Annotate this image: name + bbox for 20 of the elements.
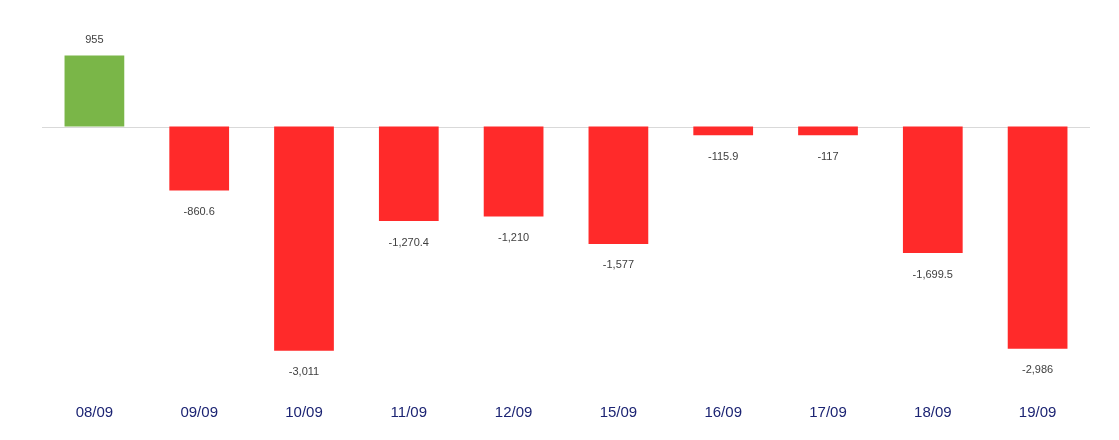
data-label: -115.9 [708,149,739,162]
data-label: -860.6 [183,205,215,218]
x-tick-label: 11/09 [390,403,428,421]
x-tick-label: 19/09 [1018,403,1057,421]
x-tick-label: 17/09 [809,403,847,421]
data-label: 955 [85,32,104,45]
x-tick-label: 15/09 [599,403,638,421]
data-label: -1,270.4 [388,235,429,248]
data-label: -1,699.5 [912,267,953,280]
x-tick-label: 12/09 [494,403,533,421]
x-tick-label: 09/09 [180,403,218,421]
data-label: -3,011 [288,365,320,378]
x-tick-label: 16/09 [704,403,742,421]
data-label: -117 [817,149,839,162]
x-tick-label: 18/09 [914,403,952,421]
x-tick-label: 10/09 [285,403,323,421]
data-label: -1,577 [602,258,634,271]
data-label: -1,210 [498,231,530,244]
data-label: -2,986 [1022,363,1054,376]
x-tick-label: 08/09 [75,403,114,421]
